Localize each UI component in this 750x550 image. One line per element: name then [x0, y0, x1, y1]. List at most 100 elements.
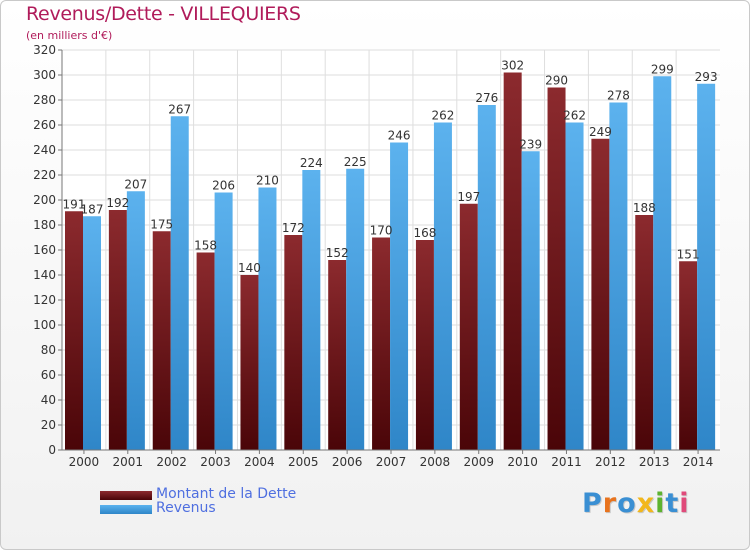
- x-tick-label: 2000: [69, 455, 100, 469]
- y-tick-label: 240: [33, 143, 56, 157]
- data-label-revenue: 225: [344, 155, 367, 169]
- logo-letter: t: [665, 488, 680, 519]
- bars: [65, 72, 716, 450]
- bar-debt: [503, 72, 522, 450]
- data-label-debt: 302: [501, 59, 524, 73]
- x-tick-label: 2012: [595, 455, 626, 469]
- x-tick-label: 2001: [113, 455, 144, 469]
- x-tick-label: 2003: [200, 455, 231, 469]
- bar-debt: [65, 211, 83, 450]
- x-tick-label: 2005: [288, 455, 319, 469]
- bar-revenue: [258, 187, 277, 450]
- data-label-debt: 140: [238, 261, 261, 275]
- bar-revenue: [477, 105, 496, 450]
- bar-revenue: [302, 170, 321, 450]
- y-tick-label: 320: [33, 43, 56, 57]
- bar-revenue: [433, 122, 452, 450]
- logo-letter: P: [582, 488, 603, 519]
- y-tick-label: 160: [33, 243, 56, 257]
- bar-debt: [108, 210, 127, 450]
- x-tick-label: 2002: [156, 455, 187, 469]
- logo-letter: i: [655, 488, 666, 519]
- bar-debt: [284, 235, 303, 450]
- y-tick-label: 0: [48, 443, 56, 457]
- y-tick-label: 260: [33, 118, 56, 132]
- y-tick-label: 100: [33, 318, 56, 332]
- x-tick-label: 2013: [639, 455, 670, 469]
- data-label-debt: 197: [457, 190, 480, 204]
- y-tick-label: 180: [33, 218, 56, 232]
- data-label-debt: 152: [326, 246, 349, 260]
- data-label-revenue: 293: [695, 70, 718, 84]
- bar-revenue: [653, 76, 672, 450]
- y-tick-label: 220: [33, 168, 56, 182]
- bar-debt: [635, 215, 654, 450]
- y-tick-label: 40: [41, 393, 56, 407]
- y-tick-label: 200: [33, 193, 56, 207]
- legend-label-revenue: Revenus: [156, 500, 216, 516]
- data-label-debt: 192: [106, 196, 129, 210]
- chart-title: Revenus/Dette - VILLEQUIERS: [26, 3, 301, 25]
- y-tick-label: 20: [41, 418, 56, 432]
- x-tick-label: 2011: [551, 455, 582, 469]
- bar-debt: [240, 275, 259, 450]
- bar-debt: [372, 237, 391, 450]
- data-label-debt: 188: [633, 201, 656, 215]
- legend-swatch-revenue: [100, 505, 152, 514]
- bar-revenue: [697, 83, 716, 450]
- bar-debt: [415, 240, 434, 450]
- legend-swatch-debt: [100, 491, 152, 500]
- data-label-debt: 172: [282, 221, 305, 235]
- bar-debt: [152, 231, 171, 450]
- bar-debt: [459, 203, 478, 450]
- data-label-revenue: 206: [212, 179, 235, 193]
- logo-letter: x: [636, 488, 656, 519]
- y-tick-label: 120: [33, 293, 56, 307]
- x-tick-label: 2008: [420, 455, 451, 469]
- data-label-revenue: 210: [256, 174, 279, 188]
- bar-debt: [591, 138, 610, 450]
- data-label-debt: 168: [413, 226, 436, 240]
- data-label-revenue: 262: [431, 109, 454, 123]
- data-label-debt: 170: [370, 224, 393, 238]
- x-tick-label: 2010: [507, 455, 538, 469]
- chart-subtitle: (en milliers d'€): [26, 29, 113, 42]
- data-label-debt: 158: [194, 239, 217, 253]
- data-label-debt: 175: [150, 217, 173, 231]
- legend-label-debt: Montant de la Dette: [156, 486, 297, 502]
- data-label-debt: 151: [677, 247, 700, 261]
- data-label-revenue: 276: [475, 91, 498, 105]
- data-label-revenue: 262: [563, 109, 586, 123]
- bar-revenue: [83, 216, 101, 450]
- y-tick-label: 300: [33, 68, 56, 82]
- bar-revenue: [346, 168, 365, 450]
- data-label-revenue: 299: [651, 62, 674, 76]
- logo-letter: r: [602, 488, 618, 519]
- bar-revenue: [565, 122, 584, 450]
- logo-letter: o: [617, 488, 637, 519]
- data-label-debt: 191: [63, 197, 86, 211]
- y-tick-label: 80: [41, 343, 56, 357]
- x-tick-label: 2009: [463, 455, 494, 469]
- bar-revenue: [126, 191, 145, 450]
- data-label-revenue: 239: [519, 137, 542, 151]
- bar-debt: [328, 260, 347, 450]
- bar-debt: [196, 252, 215, 450]
- x-tick-label: 2007: [376, 455, 407, 469]
- x-tick-label: 2014: [683, 455, 714, 469]
- data-label-debt: 290: [545, 74, 568, 88]
- bar-revenue: [609, 102, 628, 450]
- axes: 0 20 40 60 80 100 120 140 160 180 200 220 240 260 280 3…: [33, 43, 720, 469]
- y-tick-label: 140: [33, 268, 56, 282]
- data-label-revenue: 224: [300, 156, 323, 170]
- data-label-revenue: 207: [124, 177, 147, 191]
- data-label-revenue: 278: [607, 89, 630, 103]
- bar-debt: [679, 261, 698, 450]
- x-tick-label: 2004: [244, 455, 275, 469]
- data-label-revenue: 267: [168, 102, 191, 116]
- data-label-debt: 249: [589, 125, 612, 139]
- y-tick-label: 60: [41, 368, 56, 382]
- y-tick-label: 280: [33, 93, 56, 107]
